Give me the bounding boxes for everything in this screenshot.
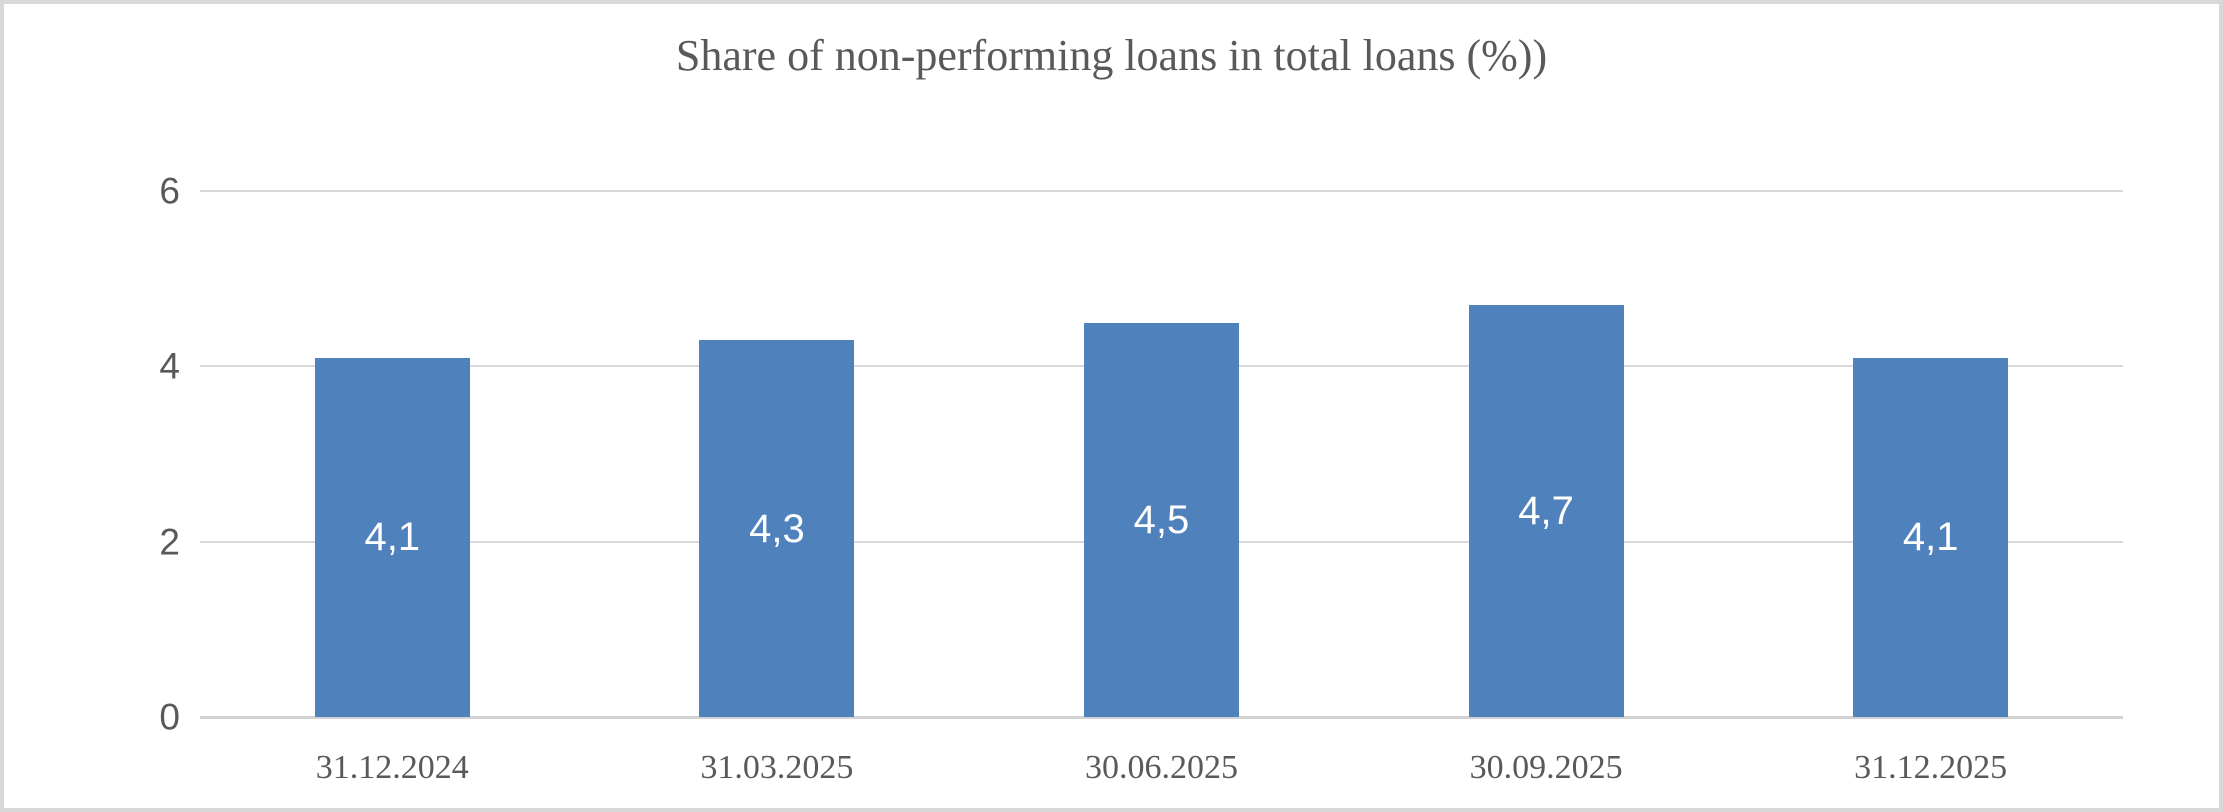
x-tick-label-30.06.2025: 30.06.2025 bbox=[1084, 749, 1238, 786]
data-label-31.03.2025: 4,3 bbox=[749, 506, 805, 551]
x-axis: 31.12.2024 31.03.2025 30.06.2025 30.09.2025… bbox=[200, 717, 2123, 797]
x-tick-label-30.09.2025: 30.09.2025 bbox=[1469, 749, 1623, 786]
y-tick-label-6: 6 bbox=[159, 170, 180, 212]
y-tick-label-0: 0 bbox=[159, 696, 180, 738]
data-label-30.06.2025: 4,5 bbox=[1133, 497, 1190, 542]
x-tick-label-31.12.2025: 31.12.2025 bbox=[1854, 749, 2008, 786]
gridline-6 bbox=[200, 190, 2123, 192]
bar-cell-31.12.2025: 4,1 bbox=[1738, 191, 2123, 717]
bar-31.03.2025: 4,3 bbox=[699, 340, 855, 717]
x-tick-label-31.03.2025: 31.03.2025 bbox=[700, 749, 854, 786]
gridline-0 bbox=[200, 715, 2123, 719]
bar-cell-31.03.2025: 4,3 bbox=[585, 191, 970, 717]
data-label-31.12.2024: 4,1 bbox=[364, 515, 421, 560]
bar-cell-30.06.2025: 4,5 bbox=[969, 191, 1354, 717]
bar-30.06.2025: 4,5 bbox=[1083, 322, 1239, 717]
bar-cell-30.09.2025: 4,7 bbox=[1354, 191, 1739, 717]
y-tick-label-2: 2 bbox=[159, 521, 180, 563]
y-tick-label-4: 4 bbox=[159, 345, 180, 387]
y-axis: 0 2 4 6 bbox=[4, 173, 180, 736]
data-label-30.09.2025: 4,7 bbox=[1518, 488, 1574, 533]
chart-title: Share of non-performing loans in total l… bbox=[675, 31, 1548, 80]
bar-31.12.2025: 4,1 bbox=[1853, 357, 2009, 717]
data-label-31.12.2025: 4,1 bbox=[1902, 515, 1959, 560]
x-tick-label-31.12.2024: 31.12.2024 bbox=[315, 749, 469, 786]
bar-cell-31.12.2024: 4,1 bbox=[200, 191, 585, 717]
bar-31.12.2024: 4,1 bbox=[314, 357, 470, 717]
bar-30.09.2025: 4,7 bbox=[1468, 304, 1624, 717]
bars-row: 4,1 4,3 4,5 4,7 4,1 bbox=[200, 191, 2123, 717]
plot-area: 4,1 4,3 4,5 4,7 4,1 bbox=[200, 190, 2123, 719]
